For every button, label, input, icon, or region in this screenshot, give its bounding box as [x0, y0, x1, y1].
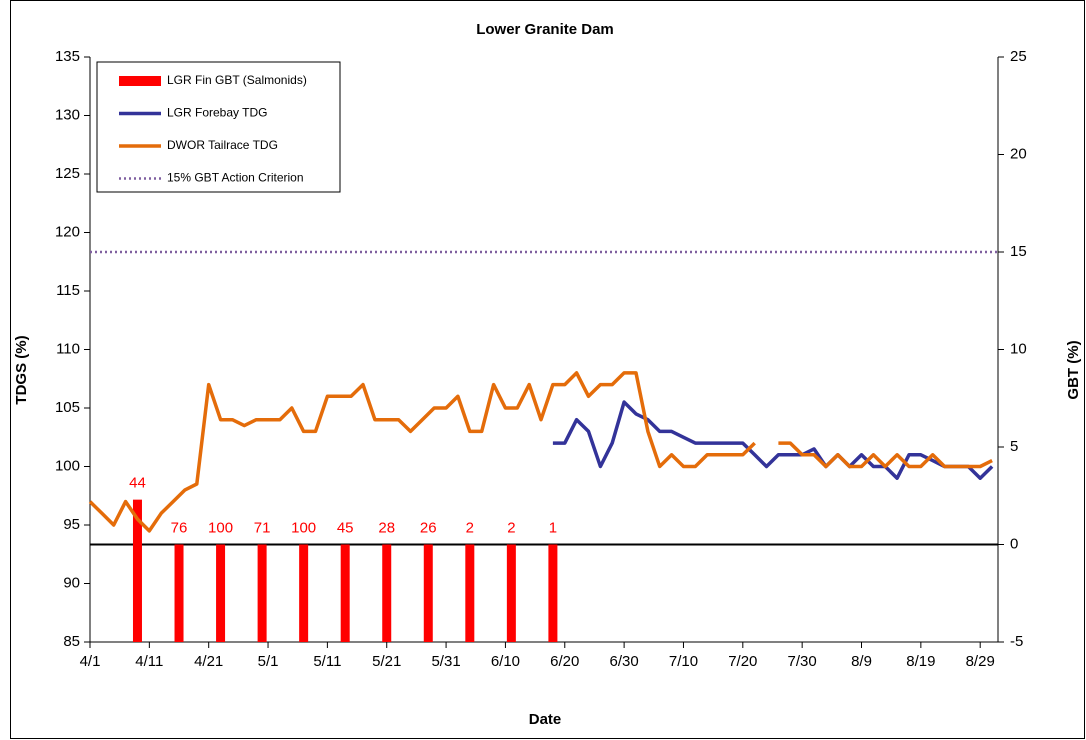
- y2-axis-label: GBT (%): [1065, 340, 1082, 399]
- legend-label: LGR Fin GBT (Salmonids): [167, 73, 307, 87]
- sample-size-label: 45: [337, 519, 354, 536]
- y-tick-label: 100: [55, 457, 80, 474]
- y-tick-label: 85: [63, 633, 80, 650]
- y2-tick-label: -5: [1010, 633, 1023, 650]
- bar: [174, 544, 184, 642]
- x-tick-label: 4/1: [80, 653, 101, 670]
- bar: [423, 544, 433, 642]
- x-tick-label: 5/1: [258, 653, 279, 670]
- bar: [132, 499, 142, 642]
- x-tick-label: 8/9: [851, 653, 872, 670]
- bar: [340, 544, 350, 642]
- bar: [216, 544, 226, 642]
- y2-tick-label: 20: [1010, 145, 1027, 162]
- sample-size-label: 28: [378, 519, 395, 536]
- y2-tick-label: 10: [1010, 340, 1027, 357]
- y-tick-label: 125: [55, 165, 80, 182]
- y2-tick-label: 0: [1010, 535, 1018, 552]
- bar: [465, 544, 475, 642]
- x-tick-label: 6/20: [550, 653, 579, 670]
- x-tick-label: 8/19: [906, 653, 935, 670]
- legend-label: LGR Forebay TDG: [167, 106, 267, 120]
- y-tick-label: 120: [55, 223, 80, 240]
- y-tick-label: 95: [63, 516, 80, 533]
- y-tick-label: 130: [55, 106, 80, 123]
- x-tick-label: 6/10: [491, 653, 520, 670]
- x-tick-label: 6/30: [610, 653, 639, 670]
- chart-title: Lower Granite Dam: [476, 21, 614, 38]
- bar: [299, 544, 309, 642]
- x-tick-label: 5/21: [372, 653, 401, 670]
- bar: [382, 544, 392, 642]
- x-tick-label: 8/29: [966, 653, 995, 670]
- sample-size-label: 26: [420, 519, 437, 536]
- bar: [548, 544, 558, 642]
- y-tick-label: 115: [56, 282, 80, 299]
- bar: [506, 544, 516, 642]
- legend-swatch: [119, 76, 161, 86]
- y-tick-label: 135: [55, 48, 80, 65]
- y-axis-label: TDGS (%): [13, 335, 30, 404]
- x-axis-label: Date: [529, 711, 562, 728]
- y-tick-label: 110: [56, 340, 80, 357]
- line: [552, 400, 994, 480]
- x-tick-label: 7/20: [728, 653, 757, 670]
- y-tick-label: 90: [63, 574, 80, 591]
- sample-size-label: 76: [171, 519, 188, 536]
- bar: [257, 544, 267, 642]
- x-tick-label: 7/10: [669, 653, 698, 670]
- y2-tick-label: 25: [1010, 48, 1027, 65]
- legend-label: DWOR Tailrace TDG: [167, 138, 278, 152]
- x-tick-label: 7/30: [788, 653, 817, 670]
- legend-label: 15% GBT Action Criterion: [167, 171, 304, 185]
- sample-size-label: 100: [208, 519, 233, 536]
- x-tick-label: 4/21: [194, 653, 223, 670]
- x-tick-label: 4/11: [135, 653, 163, 670]
- sample-size-label: 1: [549, 519, 557, 536]
- sample-size-label: 71: [254, 519, 271, 536]
- y2-tick-label: 5: [1010, 438, 1018, 455]
- x-tick-label: 5/11: [313, 653, 341, 670]
- y-tick-label: 105: [55, 399, 80, 416]
- y2-tick-label: 15: [1010, 243, 1027, 260]
- line: [88, 371, 993, 533]
- sample-size-label: 100: [291, 519, 316, 536]
- sample-size-label: 44: [129, 475, 146, 492]
- sample-size-label: 2: [466, 519, 474, 536]
- x-tick-label: 5/31: [431, 653, 460, 670]
- sample-size-label: 2: [507, 519, 515, 536]
